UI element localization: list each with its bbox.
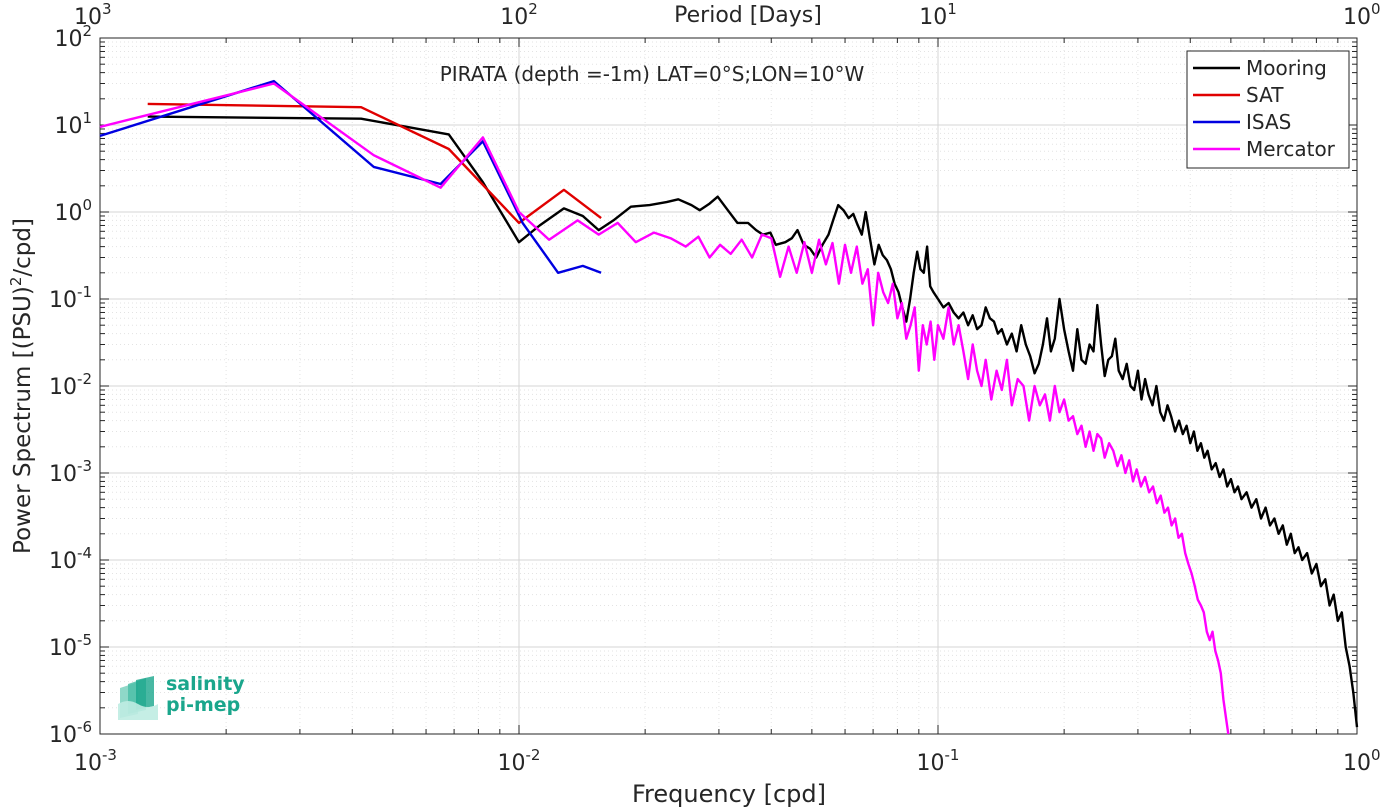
y-axis-label-tail: /cpd]	[10, 218, 36, 277]
salinity-logo-text: salinity pi-mep	[166, 673, 245, 716]
series-layer	[99, 79, 1359, 735]
legend-label: SAT	[1246, 83, 1284, 107]
top-axis-label: Period [Days]	[674, 3, 822, 28]
series-line-isas	[99, 79, 602, 274]
y-tick-label: 10-1	[49, 283, 92, 313]
series-line-sat	[147, 102, 602, 225]
series-line-mooring	[147, 115, 1359, 728]
y-tick-label: 101	[54, 109, 92, 139]
top-tick-label: 102	[500, 0, 538, 30]
legend-label: ISAS	[1246, 110, 1291, 134]
x-tick-label: 10-1	[917, 746, 960, 776]
y-tick-label: 10-4	[49, 544, 92, 574]
top-tick-label: 103	[74, 0, 112, 30]
x-tick-label: 10-2	[498, 746, 541, 776]
x-tick-label: 100	[1343, 746, 1381, 776]
top-tick-label: 100	[1343, 0, 1381, 30]
y-tick-label: 100	[54, 196, 92, 226]
y-axis-label-main: Power Spectrum [(PSU)	[10, 286, 36, 554]
y-tick-label: 10-3	[49, 457, 92, 487]
salinity-logo-icon	[118, 676, 158, 720]
x-tick-label: 10-3	[74, 746, 117, 776]
y-tick-label: 10-5	[49, 631, 92, 661]
legend-label: Mercator	[1246, 137, 1336, 161]
top-tick-label: 101	[919, 0, 957, 30]
legend-label: Mooring	[1246, 56, 1327, 80]
y-axis-label-exp: 2	[7, 277, 25, 287]
y-tick-label: 10-6	[49, 718, 92, 748]
y-axis-label: Power Spectrum [(PSU)2/cpd]	[7, 218, 36, 554]
x-axis-label: Frequency [cpd]	[632, 780, 826, 808]
legend: Mooring SAT ISAS Mercator	[1186, 50, 1350, 169]
salinity-pimep-logo: salinity pi-mep	[116, 674, 246, 722]
y-tick-label: 102	[54, 22, 92, 52]
y-tick-label: 10-2	[49, 370, 92, 400]
major-grid	[99, 37, 1358, 735]
chart-title: PIRATA (depth =-1m) LAT=0°S;LON=10°W	[440, 62, 865, 86]
series-line-mercator	[99, 82, 1230, 735]
